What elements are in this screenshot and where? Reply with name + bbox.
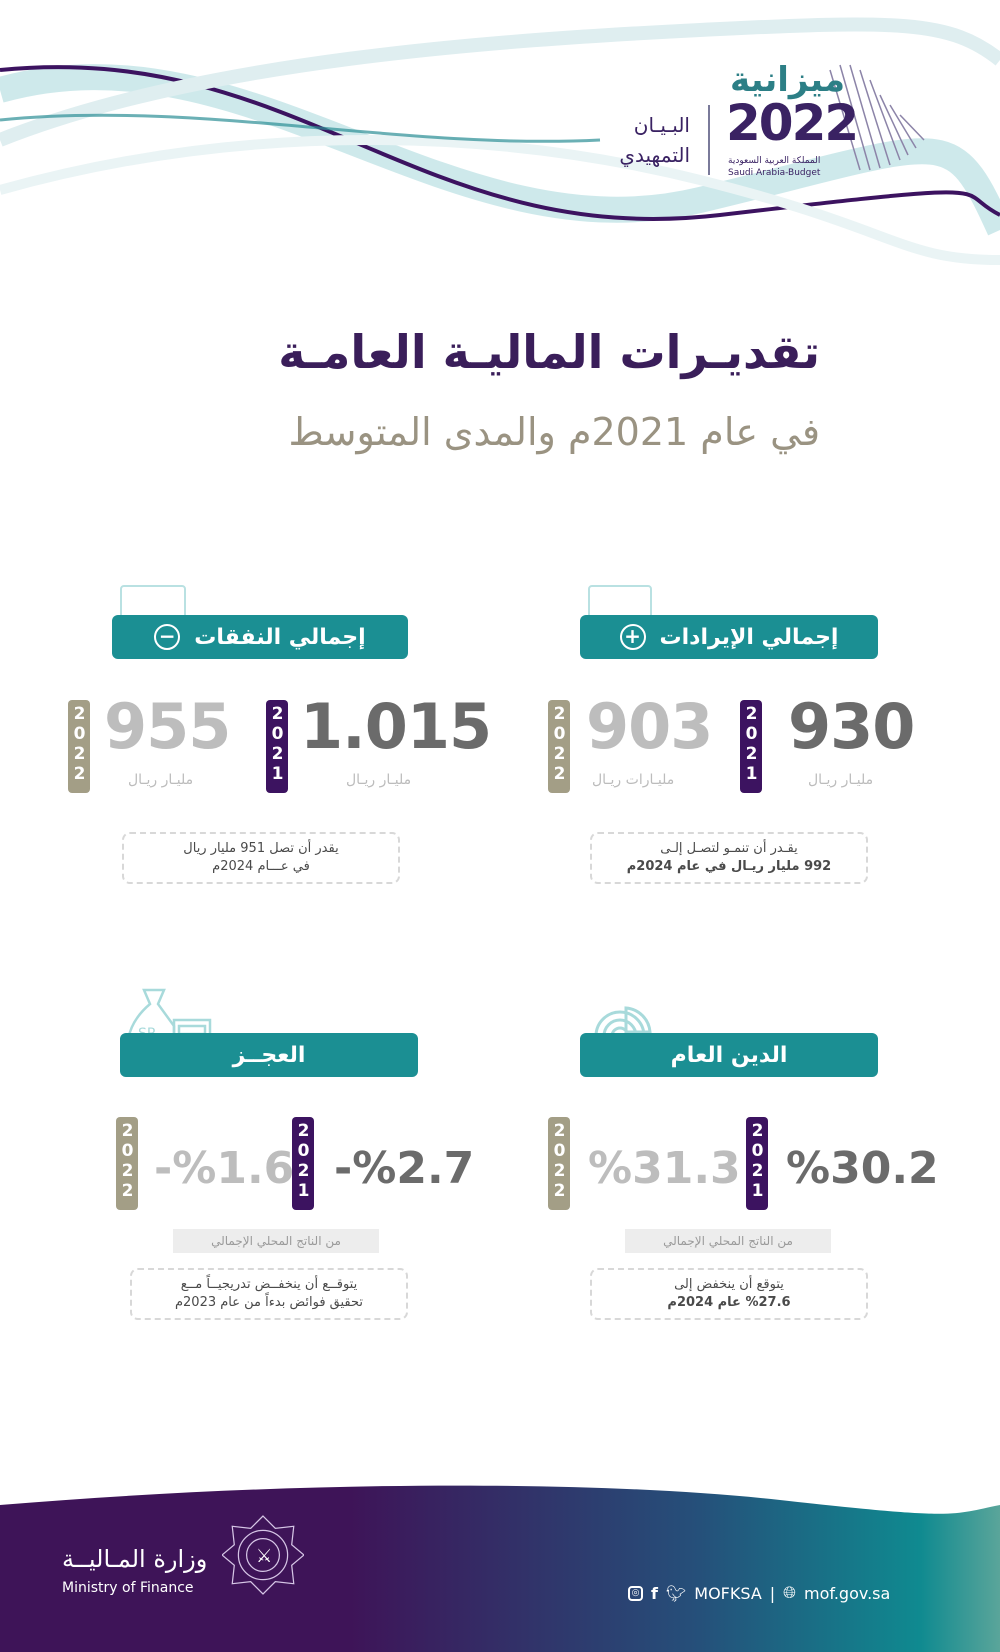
expenses-2021-value: 1.015 xyxy=(300,690,492,763)
social-links: ◎ f 🐦︎ MOFKSA | 🌐︎ mof.gov.sa xyxy=(628,1583,890,1603)
debt-2021-value: %30.2 xyxy=(786,1143,939,1194)
debt-2022-value: %31.3 xyxy=(588,1143,741,1194)
plus-circle-icon: + xyxy=(619,624,646,650)
deficit-header: العجــز xyxy=(120,1033,418,1077)
palm-swords-glyph: ⚔ xyxy=(256,1546,273,1567)
expenses-2022-value: 955 xyxy=(104,690,231,763)
revenue-2021-value: 930 xyxy=(788,690,915,763)
revenue-2021-unit: مليـار ريـال xyxy=(808,772,874,788)
revenue-header: إجمالي الإيرادات + xyxy=(580,615,878,659)
logo-subtitle-en: Saudi Arabia-Budget xyxy=(728,168,821,178)
year-text: 2021 xyxy=(741,704,762,784)
note-line: في عـــام 2024م xyxy=(212,859,310,874)
instagram-icon[interactable]: ◎ xyxy=(628,1585,643,1601)
year-badge-2022: 2022 xyxy=(548,700,570,793)
logo-arabic-text: ميزانية xyxy=(730,60,845,100)
debt-note: يتوقع أن ينخفض إلى %27.6 عام 2024م xyxy=(590,1268,868,1320)
year-text: 2022 xyxy=(549,704,570,784)
year-badge-2021: 2021 xyxy=(740,700,762,793)
note-line: يتوقــع أن ينخفــض تدريجيــاً مــع xyxy=(180,1277,358,1292)
statement-line-2: التمهيدي xyxy=(619,143,690,167)
social-handle[interactable]: MOFKSA xyxy=(694,1583,762,1603)
year-badge-2021: 2021 xyxy=(292,1117,314,1210)
header-divider xyxy=(708,105,710,175)
expenses-label: إجمالي النفقات xyxy=(194,624,366,650)
deficit-2022-value: -%1.6 xyxy=(154,1143,295,1194)
deficit-label: العجــز xyxy=(232,1042,306,1068)
year-text: 2022 xyxy=(549,1121,570,1201)
debt-gdp-label: من الناتج المحلي الإجمالي xyxy=(625,1229,831,1253)
year-text: 2021 xyxy=(267,704,288,784)
globe-icon: 🌐︎ xyxy=(783,1583,796,1602)
note-line: يتوقع أن ينخفض إلى xyxy=(674,1277,784,1292)
note-line: يقـدر أن تنمـو لتصـل إلـى xyxy=(660,841,798,856)
expenses-note: يقدر أن تصل 951 مليار ريال في عـــام 202… xyxy=(122,832,400,884)
revenue-2022-unit: مليـارات ريـال xyxy=(592,772,675,788)
footer-background xyxy=(0,1485,1000,1652)
logo-year: 2022 xyxy=(726,94,859,152)
separator: | xyxy=(769,1583,776,1603)
logo-subtitle-ar: المملكة العربية السعودية xyxy=(728,156,821,166)
year-text: 2022 xyxy=(69,704,90,784)
debt-header: الدين العام xyxy=(580,1033,878,1077)
year-badge-2021: 2021 xyxy=(746,1117,768,1210)
year-text: 2022 xyxy=(117,1121,138,1201)
budget-2022-logo: ميزانية 2022 المملكة العربية السعودية Sa… xyxy=(700,60,940,180)
header-waves xyxy=(0,17,1000,265)
deficit-gdp-label: من الناتج المحلي الإجمالي xyxy=(173,1229,379,1253)
deficit-note: يتوقــع أن ينخفــض تدريجيــاً مــع تحقيق… xyxy=(130,1268,408,1320)
revenue-label: إجمالي الإيرادات xyxy=(659,624,839,650)
statement-line-1: البـيـان xyxy=(633,113,690,137)
deficit-2021-value: -%2.7 xyxy=(334,1143,475,1194)
website-link[interactable]: mof.gov.sa xyxy=(803,1583,891,1603)
minus-circle-icon: − xyxy=(154,624,181,650)
year-badge-2022: 2022 xyxy=(548,1117,570,1210)
year-badge-2021: 2021 xyxy=(266,700,288,793)
expenses-2021-unit: مليـار ريـال xyxy=(346,772,412,788)
expenses-header: إجمالي النفقات − xyxy=(112,615,408,659)
facebook-icon[interactable]: f xyxy=(651,1583,658,1603)
revenue-2022-value: 903 xyxy=(586,690,713,763)
ministry-name-en: Ministry of Finance xyxy=(62,1580,194,1596)
note-line: 992 مليار ريـال في عام 2024م xyxy=(626,859,832,874)
saudi-map-lines-icon xyxy=(829,64,925,171)
expenses-2022-unit: مليـار ريـال xyxy=(128,772,194,788)
note-line: تحقيق فوائض بدءاً من عام 2023م xyxy=(174,1295,364,1310)
page-subtitle: في عام 2021م والمدى المتوسط xyxy=(288,410,820,454)
year-text: 2021 xyxy=(293,1121,314,1201)
note-line: %27.6 عام 2024م xyxy=(667,1295,791,1310)
year-badge-2022: 2022 xyxy=(116,1117,138,1210)
revenue-note: يقـدر أن تنمـو لتصـل إلـى 992 مليار ريـا… xyxy=(590,832,868,884)
statement-label: البـيـان التمهيدي xyxy=(619,110,690,170)
ministry-emblem-icon: ⚔ xyxy=(222,1515,304,1595)
page-title: تقديـرات الماليـة العامـة xyxy=(278,325,820,379)
twitter-icon[interactable]: 🐦︎ xyxy=(665,1583,687,1603)
note-line: يقدر أن تصل 951 مليار ريال xyxy=(183,841,339,856)
year-text: 2021 xyxy=(747,1121,768,1201)
ministry-name-ar: وزارة المـاليــة xyxy=(62,1545,208,1573)
debt-label: الدين العام xyxy=(670,1042,788,1068)
year-badge-2022: 2022 xyxy=(68,700,90,793)
